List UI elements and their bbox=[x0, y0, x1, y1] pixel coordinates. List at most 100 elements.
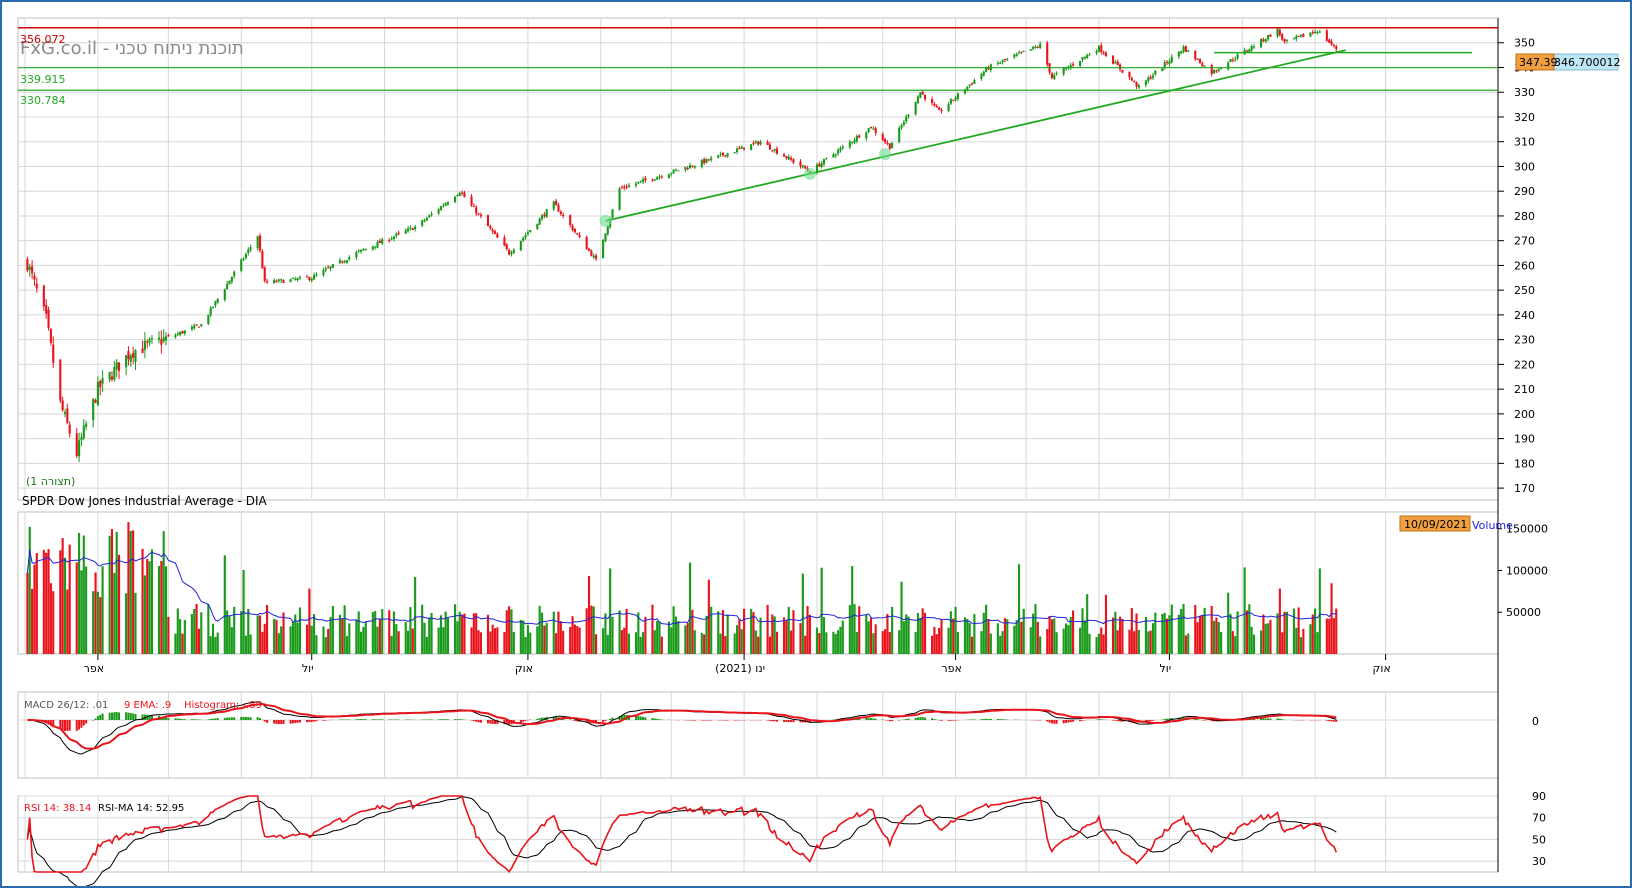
volume-tick-label: 50000 bbox=[1506, 606, 1541, 619]
macd-histogram-bar bbox=[1053, 720, 1055, 724]
volume-bar bbox=[29, 527, 31, 654]
candle-body bbox=[454, 197, 456, 202]
candle-body bbox=[144, 341, 146, 350]
axis-labels: 1701801902002102202302402502602702802903… bbox=[84, 18, 1548, 872]
volume-bar bbox=[886, 614, 888, 654]
volume-bar bbox=[278, 633, 280, 654]
macd-histogram-bar bbox=[492, 720, 494, 724]
macd-histogram-bar bbox=[116, 712, 118, 720]
macd-histogram-bar bbox=[80, 720, 82, 728]
volume-bar bbox=[36, 553, 38, 654]
macd-histogram-bar bbox=[308, 720, 310, 722]
candle-body bbox=[1135, 82, 1137, 86]
candle-body bbox=[341, 261, 343, 262]
candle-body bbox=[231, 277, 233, 282]
macd-histogram-bar bbox=[948, 720, 950, 721]
macd-histogram-bar bbox=[1114, 720, 1116, 721]
candle-body bbox=[553, 201, 555, 209]
macd-histogram-bar bbox=[940, 720, 942, 721]
macd-histogram-bar bbox=[184, 719, 186, 720]
macd-legend: MACD 26/12: .01 bbox=[24, 700, 108, 711]
macd-histogram-bar bbox=[283, 720, 285, 724]
volume-bar bbox=[341, 618, 343, 654]
candle-body bbox=[1211, 65, 1213, 74]
candle-body bbox=[922, 92, 924, 95]
candle-body bbox=[1253, 47, 1255, 48]
volume-bar bbox=[651, 605, 653, 654]
candle-body bbox=[658, 176, 660, 177]
candle-body bbox=[362, 249, 364, 250]
candle-body bbox=[701, 160, 703, 167]
macd-histogram-bar bbox=[311, 720, 313, 722]
candle-body bbox=[727, 153, 729, 156]
volume-bar bbox=[158, 566, 160, 654]
macd-histogram-bar bbox=[275, 720, 277, 724]
candle-body bbox=[421, 220, 423, 225]
volume-bar bbox=[889, 632, 891, 654]
candle-body bbox=[52, 345, 54, 363]
candle-body bbox=[856, 136, 858, 141]
volume-bar bbox=[245, 636, 247, 654]
candle-body bbox=[431, 214, 433, 215]
candle-body bbox=[257, 236, 259, 248]
volume-bar bbox=[78, 533, 80, 654]
macd-histogram-bar bbox=[69, 720, 71, 731]
trend-touch-marker bbox=[879, 148, 891, 160]
macd-histogram-bar bbox=[438, 719, 440, 720]
macd-histogram-bar bbox=[461, 719, 463, 720]
candle-body bbox=[26, 259, 28, 270]
candle-body bbox=[414, 227, 416, 230]
volume-bar bbox=[1246, 610, 1248, 654]
volume-bar bbox=[842, 621, 844, 654]
volume-bar bbox=[165, 566, 167, 654]
price-tick-label: 240 bbox=[1514, 309, 1535, 322]
candle-body bbox=[886, 143, 888, 144]
volume-bar bbox=[1260, 630, 1262, 654]
candle-body bbox=[329, 266, 331, 268]
volume-bar bbox=[365, 622, 367, 654]
volume-bar bbox=[1227, 593, 1229, 654]
x-axis-label: אוק bbox=[515, 662, 533, 675]
volume-bar bbox=[769, 637, 771, 654]
candle-body bbox=[1154, 71, 1156, 75]
macd-histogram-bar bbox=[299, 720, 301, 722]
candle-body bbox=[1298, 36, 1300, 37]
macd-histogram-bar bbox=[1098, 719, 1100, 720]
candle-body bbox=[569, 215, 571, 225]
volume-bar bbox=[1171, 605, 1173, 654]
volume-bar bbox=[1072, 610, 1074, 654]
last-price-text: 347.39 bbox=[1519, 56, 1558, 69]
volume-bar bbox=[1039, 636, 1041, 654]
macd-histogram-bar bbox=[294, 720, 296, 723]
candle-body bbox=[76, 433, 78, 456]
volume-bar bbox=[261, 632, 263, 654]
candle-body bbox=[1117, 62, 1119, 66]
rsi-tick-label: 50 bbox=[1532, 833, 1546, 846]
candle-body bbox=[1133, 81, 1135, 82]
candle-body bbox=[111, 376, 113, 379]
candle-body bbox=[1023, 51, 1025, 52]
candle-body bbox=[574, 229, 576, 232]
volume-bar bbox=[529, 633, 531, 654]
macd-histogram-bar bbox=[440, 719, 442, 720]
macd-histogram-bar bbox=[64, 720, 66, 731]
volume-bar bbox=[207, 604, 209, 654]
macd-histogram-bar bbox=[358, 719, 360, 720]
volume-bar bbox=[1147, 631, 1149, 654]
candle-body bbox=[99, 381, 101, 387]
volume-bar bbox=[306, 625, 308, 654]
macd-histogram-bar bbox=[264, 720, 266, 722]
macd-histogram-bar bbox=[487, 720, 489, 723]
volume-bar bbox=[1213, 621, 1215, 654]
candle-body bbox=[884, 139, 886, 142]
candle-body bbox=[818, 164, 820, 166]
volume-bar bbox=[76, 562, 78, 654]
volume-bar bbox=[1182, 604, 1184, 654]
candle-body bbox=[1166, 62, 1168, 63]
macd-histogram-bar bbox=[1117, 720, 1119, 721]
candle-body bbox=[950, 99, 952, 103]
volume-bar bbox=[835, 634, 837, 654]
candle-body bbox=[656, 177, 658, 179]
volume-bar bbox=[818, 633, 820, 654]
